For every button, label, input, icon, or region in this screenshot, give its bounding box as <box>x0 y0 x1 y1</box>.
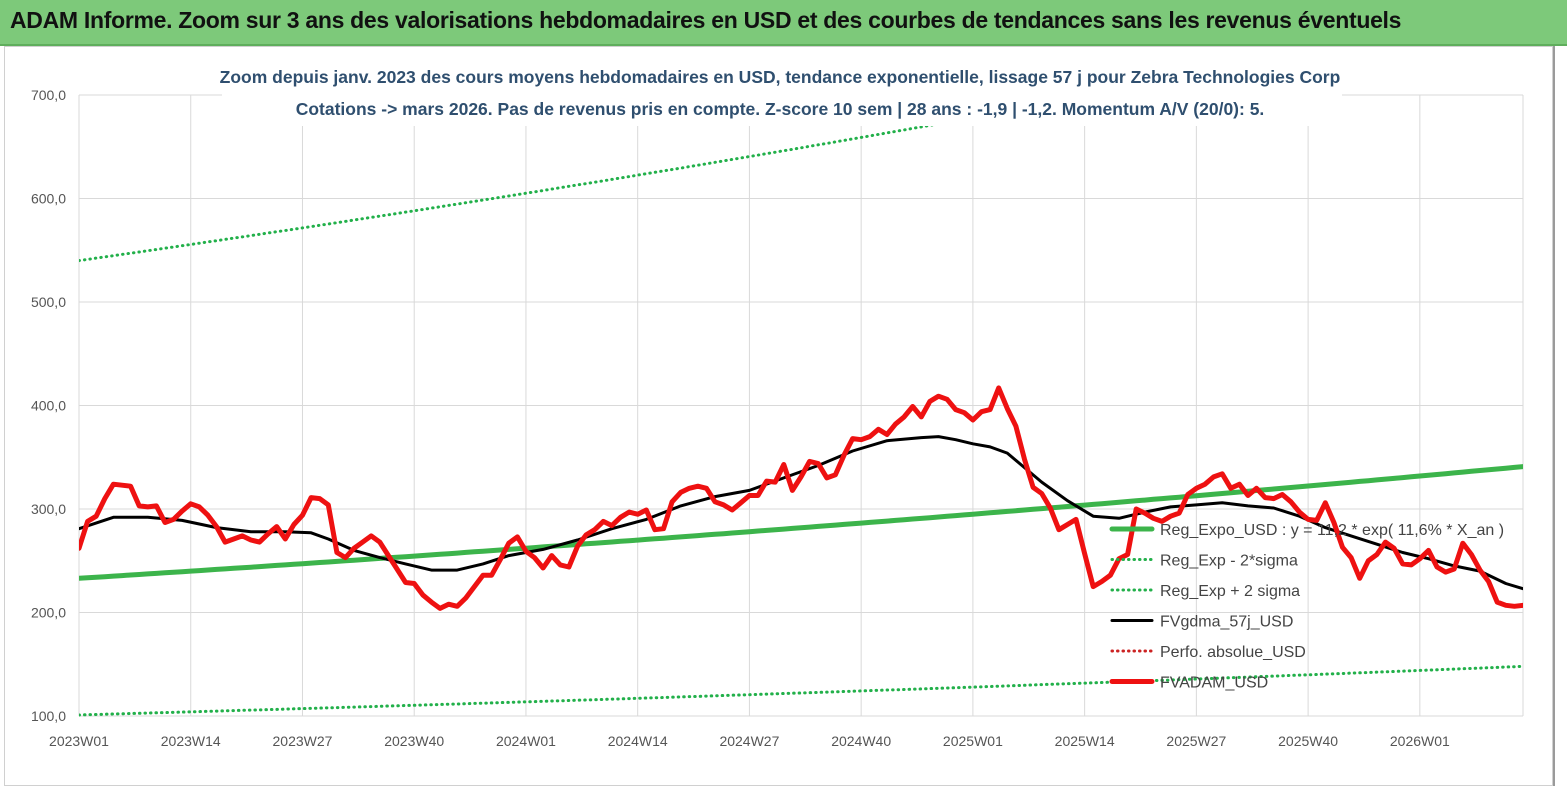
x-tick-label: 2024W14 <box>608 733 668 749</box>
title-banner: ADAM Informe. Zoom sur 3 ans des valoris… <box>0 0 1567 46</box>
x-tick-label: 2026W01 <box>1390 733 1450 749</box>
gridlines <box>78 94 1524 717</box>
series-lines <box>79 93 1523 717</box>
legend: Reg_Expo_USD : y = 11,2 * exp( 11,6% * X… <box>1109 522 1504 692</box>
y-tick-label: 200,0 <box>31 605 66 621</box>
x-tick-label: 2025W40 <box>1278 733 1338 749</box>
x-tick-label: 2025W14 <box>1055 733 1115 749</box>
banner-title: ADAM Informe. Zoom sur 3 ans des valoris… <box>10 7 1402 33</box>
legend-label: Reg_Exp + 2 sigma <box>1160 583 1300 600</box>
x-tick-label: 2023W27 <box>273 733 333 749</box>
chart-title-line2: Cotations -> mars 2026. Pas de revenus p… <box>296 99 1265 119</box>
title-backdrop <box>222 60 1342 126</box>
chart-title-line1: Zoom depuis janv. 2023 des cours moyens … <box>220 67 1341 87</box>
lower-sigma-line <box>79 664 1523 717</box>
y-tick-label: 300,0 <box>31 501 66 517</box>
y-tick-label: 500,0 <box>31 294 66 310</box>
x-tick-label: 2025W27 <box>1166 733 1226 749</box>
legend-label: Reg_Exp - 2*sigma <box>1160 553 1298 570</box>
y-tick-label: 700,0 <box>31 87 66 103</box>
y-tick-label: 100,0 <box>31 708 66 724</box>
x-tick-label: 2024W27 <box>719 733 779 749</box>
x-tick-label: 2025W01 <box>943 733 1003 749</box>
y-tick-label: 600,0 <box>31 191 66 207</box>
x-tick-label: 2023W01 <box>49 733 109 749</box>
x-tick-label: 2024W01 <box>496 733 556 749</box>
y-axis-ticks: 100,0 200,0 300,0 400,0 500,0 600,0 700,0 <box>31 87 66 724</box>
price-line <box>79 385 1523 611</box>
chart-frame <box>4 46 1553 786</box>
frame-right-edge <box>1553 46 1555 786</box>
legend-label: FVgdma_57j_USD <box>1160 614 1293 631</box>
x-tick-label: 2023W40 <box>384 733 444 749</box>
upper-sigma-line <box>79 93 1117 263</box>
y-tick-label: 400,0 <box>31 398 66 414</box>
x-axis-ticks: 2023W01 2023W14 2023W27 2023W40 2024W01 2024W… <box>49 733 1450 749</box>
legend-label: Perfo. absolue_USD <box>1160 644 1306 661</box>
legend-label: FVADAM_USD <box>1160 675 1268 692</box>
x-tick-label: 2023W14 <box>161 733 221 749</box>
legend-label: Reg_Expo_USD : y = 11,2 * exp( 11,6% * X… <box>1160 522 1504 539</box>
x-tick-label: 2024W40 <box>831 733 891 749</box>
trend-line <box>79 464 1523 581</box>
